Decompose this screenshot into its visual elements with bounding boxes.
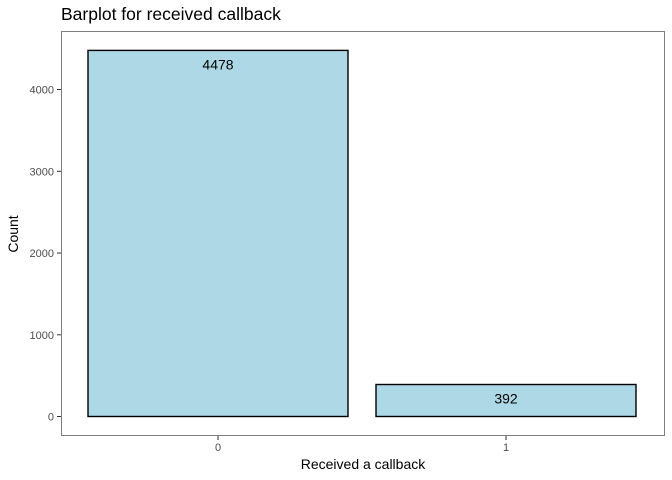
y-tick-label-2000: 2000 bbox=[30, 248, 54, 260]
y-tick-label-0: 0 bbox=[48, 412, 54, 424]
x-tick-label-0: 0 bbox=[215, 442, 221, 454]
data-labels-group: 4478 392 bbox=[202, 56, 517, 406]
y-axis: 0 1000 2000 3000 4000 bbox=[30, 85, 61, 424]
y-tick-label-3000: 3000 bbox=[30, 166, 54, 178]
y-tick-label-1000: 1000 bbox=[30, 330, 54, 342]
plot-panel-border bbox=[61, 31, 665, 436]
y-tick-label-4000: 4000 bbox=[30, 85, 54, 97]
x-axis-title: Received a callback bbox=[301, 456, 427, 472]
x-tick-label-1: 1 bbox=[503, 442, 509, 454]
data-label-0: 4478 bbox=[202, 56, 233, 72]
data-label-1: 392 bbox=[494, 391, 518, 407]
bars-group bbox=[87, 49, 637, 418]
y-axis-title: Count bbox=[5, 215, 21, 252]
bar-1 bbox=[375, 383, 637, 418]
chart-title: Barplot for received callback bbox=[61, 4, 281, 24]
bar-0 bbox=[87, 49, 349, 418]
